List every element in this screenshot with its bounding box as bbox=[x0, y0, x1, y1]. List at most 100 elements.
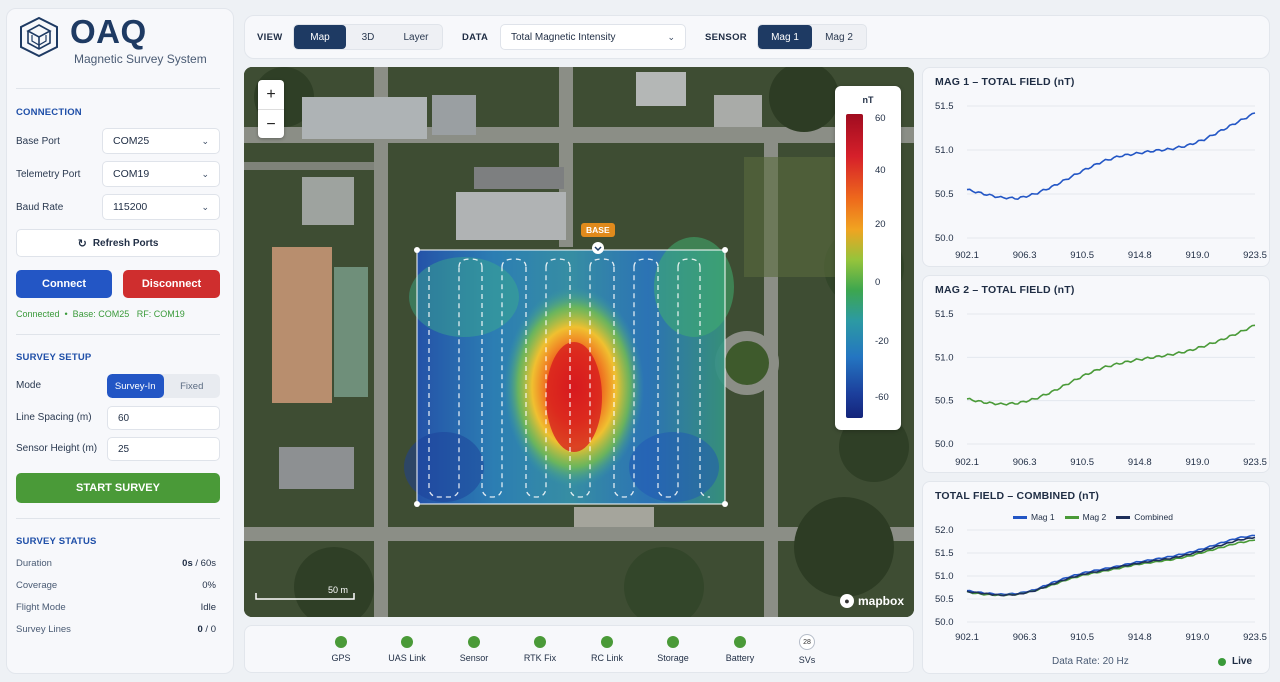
app-subtitle: Magnetic Survey System bbox=[74, 52, 207, 66]
sensor-option-mag1[interactable]: Mag 1 bbox=[758, 25, 812, 49]
refresh-ports-button[interactable]: ↻ Refresh Ports bbox=[16, 229, 220, 257]
data-label: DATA bbox=[462, 32, 489, 43]
mode-label: Mode bbox=[16, 380, 42, 391]
legend-tick: 20 bbox=[875, 219, 886, 230]
duration-label: Duration bbox=[16, 558, 52, 569]
x-tick-label: 919.0 bbox=[1186, 250, 1210, 261]
view-option-map[interactable]: Map bbox=[294, 25, 346, 49]
status-sensor: Sensor bbox=[439, 636, 509, 663]
sensor-label: SENSOR bbox=[705, 32, 747, 43]
survey-lines-label: Survey Lines bbox=[16, 624, 71, 635]
flight-mode-label: Flight Mode bbox=[16, 602, 66, 613]
divider bbox=[16, 88, 220, 89]
status-rtk-fix: RTK Fix bbox=[505, 636, 575, 663]
brand: OAQ Magnetic Survey System bbox=[18, 15, 207, 66]
telemetry-port-value: COM19 bbox=[113, 168, 150, 180]
chevron-down-icon: ⌄ bbox=[201, 135, 209, 146]
status-bar: GPS UAS Link Sensor RTK Fix RC Link Stor… bbox=[244, 625, 914, 673]
survey-lines-total: / 0 bbox=[202, 624, 216, 635]
x-tick-label: 902.1 bbox=[955, 250, 979, 261]
y-tick-label: 50.5 bbox=[935, 189, 954, 200]
status-dot-icon bbox=[601, 636, 613, 648]
legend-tick: 40 bbox=[875, 165, 886, 176]
y-tick-label: 51.0 bbox=[935, 571, 954, 582]
disconnect-button[interactable]: Disconnect bbox=[123, 270, 220, 298]
legend-tick: 0 bbox=[875, 277, 881, 288]
map-view[interactable]: + − BASE nT 60 40 20 0 -20 -60 50 m ● ma… bbox=[244, 67, 914, 617]
divider bbox=[16, 518, 220, 519]
status-label: GPS bbox=[331, 653, 351, 663]
mapbox-attribution: ● mapbox bbox=[840, 594, 904, 608]
mode-option-survey-in[interactable]: Survey-In bbox=[107, 374, 164, 398]
x-tick-label: 919.0 bbox=[1186, 457, 1210, 468]
baud-rate-label: Baud Rate bbox=[16, 202, 64, 213]
y-tick-label: 51.0 bbox=[935, 352, 954, 363]
legend-item-combined: Combined bbox=[1116, 512, 1173, 522]
status-dot-icon bbox=[468, 636, 480, 648]
sensor-height-input[interactable]: 25 bbox=[107, 437, 220, 461]
refresh-icon: ↻ bbox=[77, 237, 87, 250]
duration-total: / 60s bbox=[192, 558, 216, 569]
view-label: VIEW bbox=[257, 32, 283, 43]
flight-mode-value: Idle bbox=[200, 602, 216, 613]
base-station-marker[interactable]: BASE bbox=[581, 223, 615, 237]
data-select[interactable]: Total Magnetic Intensity ⌄ bbox=[500, 24, 686, 50]
line-spacing-label: Line Spacing (m) bbox=[16, 412, 92, 423]
y-tick-label: 50.0 bbox=[935, 233, 954, 244]
chart-legend: Mag 1 Mag 2 Combined bbox=[1013, 512, 1183, 522]
x-tick-label: 902.1 bbox=[955, 457, 979, 468]
view-toggle: Map 3D Layer bbox=[293, 24, 443, 50]
sensor-height-label: Sensor Height (m) bbox=[16, 443, 98, 454]
connection-status-text: Connected • Base: COM25 RF: COM19 bbox=[16, 309, 185, 319]
baud-rate-select[interactable]: 115200 ⌄ bbox=[102, 194, 220, 220]
duration-row: Duration 0s / 60s bbox=[16, 558, 216, 569]
base-port-label: Base Port bbox=[16, 136, 60, 147]
status-dot-icon bbox=[667, 636, 679, 648]
series-line bbox=[966, 534, 1256, 596]
connection-section-title: CONNECTION bbox=[16, 107, 82, 118]
divider bbox=[258, 109, 284, 110]
status-rc-link: RC Link bbox=[572, 636, 642, 663]
view-option-layer[interactable]: Layer bbox=[403, 31, 429, 43]
sidebar bbox=[6, 8, 234, 674]
connect-button[interactable]: Connect bbox=[16, 270, 112, 298]
mapbox-logo-icon: ● bbox=[840, 594, 854, 608]
chevron-down-icon: ⌄ bbox=[201, 168, 209, 179]
top-toolbar: VIEW Map 3D Layer DATA Total Magnetic In… bbox=[244, 15, 1270, 59]
status-dot-icon bbox=[401, 636, 413, 648]
status-label: Sensor bbox=[459, 653, 489, 663]
telemetry-port-select[interactable]: COM19 ⌄ bbox=[102, 161, 220, 187]
chart-combined-card: TOTAL FIELD – COMBINED (nT) Mag 1 Mag 2 … bbox=[922, 481, 1270, 674]
y-tick-label: 51.5 bbox=[935, 101, 954, 112]
status-gps: GPS bbox=[306, 636, 376, 663]
y-tick-label: 52.0 bbox=[935, 525, 954, 536]
legend-unit: nT bbox=[862, 95, 874, 105]
status-label: Battery bbox=[725, 653, 755, 663]
legend-item-mag1: Mag 1 bbox=[1013, 512, 1055, 522]
y-tick-label: 50.5 bbox=[935, 396, 954, 407]
legend-item-mag2: Mag 2 bbox=[1064, 512, 1106, 522]
series-line bbox=[966, 324, 1256, 406]
status-label: RTK Fix bbox=[523, 653, 557, 663]
view-option-3d[interactable]: 3D bbox=[361, 31, 375, 43]
x-tick-label: 914.8 bbox=[1128, 250, 1152, 261]
sensor-option-mag2[interactable]: Mag 2 bbox=[825, 31, 853, 43]
x-tick-label: 923.5 bbox=[1243, 457, 1267, 468]
start-survey-button[interactable]: START SURVEY bbox=[16, 473, 220, 503]
x-tick-label: 923.5 bbox=[1243, 250, 1267, 261]
color-scale-legend: nT 60 40 20 0 -20 -60 bbox=[835, 86, 901, 430]
chart-title: MAG 2 – TOTAL FIELD (nT) bbox=[935, 284, 1075, 296]
svs-count-badge: 28 bbox=[799, 634, 815, 650]
cube-logo-icon bbox=[20, 16, 58, 58]
coverage-row: Coverage 0% bbox=[16, 580, 216, 591]
zoom-out-button[interactable]: − bbox=[266, 115, 276, 133]
x-tick-label: 910.5 bbox=[1070, 632, 1094, 643]
sensor-toggle: Mag 1 Mag 2 bbox=[757, 24, 867, 50]
zoom-in-button[interactable]: + bbox=[266, 85, 276, 103]
mode-option-fixed[interactable]: Fixed bbox=[180, 380, 204, 392]
line-spacing-input[interactable]: 60 bbox=[107, 406, 220, 430]
chart-title: MAG 1 – TOTAL FIELD (nT) bbox=[935, 76, 1075, 88]
base-port-select[interactable]: COM25 ⌄ bbox=[102, 128, 220, 154]
